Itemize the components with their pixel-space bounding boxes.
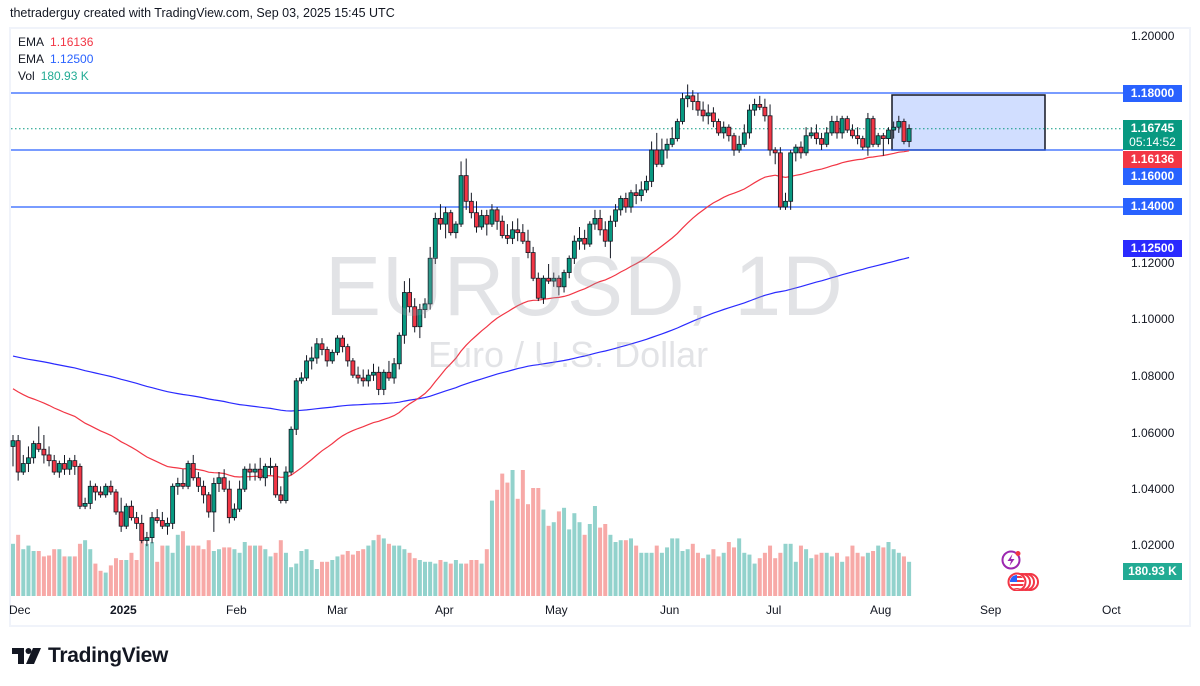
legend-row-volume[interactable]: Vol 180.93 K	[18, 68, 93, 85]
price-tag-ema-fast: 1.16136	[1123, 151, 1182, 168]
legend-value: 1.12500	[50, 52, 94, 66]
price-tag-level-114: 1.14000	[1123, 198, 1182, 215]
price-tick-label: 1.10000	[1131, 312, 1175, 326]
time-tick-label: Sep	[980, 603, 1002, 617]
time-tick-label: Aug	[870, 603, 892, 617]
price-tick-label: 1.04000	[1131, 482, 1175, 496]
chart-frame[interactable]	[9, 27, 1191, 627]
price-tick-label: 1.06000	[1131, 426, 1175, 440]
time-tick-label: Dec	[9, 603, 31, 617]
legend-label: Vol	[18, 69, 35, 83]
lightning-event-icon[interactable]	[1001, 550, 1021, 570]
time-tick-label: Feb	[226, 603, 247, 617]
price-tag-last-price: 1.16745 05:14:52	[1123, 120, 1182, 150]
time-tick-label: Apr	[435, 603, 454, 617]
legend-label: EMA	[18, 52, 45, 66]
price-tick-label: 1.08000	[1131, 369, 1175, 383]
time-tick-label: Jun	[660, 603, 680, 617]
legend-label: EMA	[18, 35, 45, 49]
ema-slow-line[interactable]	[12, 256, 910, 412]
price-tag-ema-slow: 1.12500	[1123, 240, 1182, 257]
legend-row-ema-slow[interactable]: EMA 1.12500	[18, 51, 93, 68]
time-tick-label: 2025	[110, 603, 137, 617]
time-tick-label: Oct	[1102, 603, 1121, 617]
legend-value: 1.16136	[50, 35, 94, 49]
economic-events[interactable]	[999, 549, 1039, 596]
price-tick-label: 1.20000	[1131, 29, 1175, 43]
us-flag-event-icon[interactable]	[1007, 572, 1039, 592]
price-tag-level-118: 1.18000	[1123, 85, 1182, 102]
price-tag-volume: 180.93 K	[1123, 563, 1182, 580]
attribution-header: thetraderguy created with TradingView.co…	[10, 6, 395, 20]
ema-fast-line[interactable]	[12, 150, 910, 478]
tradingview-logo[interactable]: TradingView	[12, 644, 168, 668]
price-tick-label: 1.02000	[1131, 538, 1175, 552]
time-tick-label: May	[545, 603, 568, 617]
range-box[interactable]	[891, 94, 1046, 151]
volume-bars	[11, 470, 912, 596]
candlesticks[interactable]	[10, 84, 912, 547]
time-tick-label: Jul	[766, 603, 782, 617]
tradingview-logo-icon	[12, 648, 41, 664]
legend-row-ema-fast[interactable]: EMA 1.16136	[18, 34, 93, 51]
legend-value: 180.93 K	[40, 69, 89, 83]
time-tick-label: Mar	[327, 603, 348, 617]
price-tick-label: 1.12000	[1131, 256, 1175, 270]
brand-name: TradingView	[48, 644, 169, 667]
price-tag-level-116: 1.16000	[1123, 168, 1182, 185]
indicator-legend: EMA 1.16136 EMA 1.12500 Vol 180.93 K	[18, 34, 93, 85]
